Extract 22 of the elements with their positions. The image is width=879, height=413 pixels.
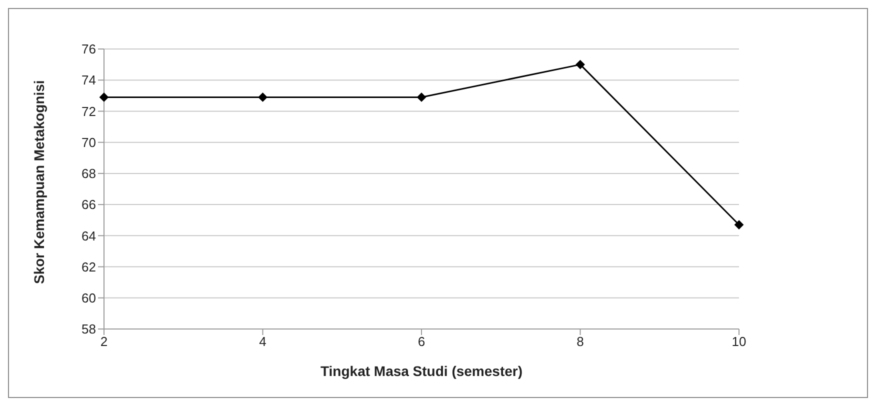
y-tick-label: 60 bbox=[82, 290, 96, 306]
point bbox=[100, 92, 108, 102]
y-tick-label: 72 bbox=[82, 104, 96, 119]
y-tick-label: 66 bbox=[82, 197, 96, 212]
y-tick-label: 76 bbox=[82, 42, 96, 57]
point bbox=[417, 92, 426, 102]
y-tick-label: 64 bbox=[82, 228, 96, 244]
y-tick-label: 70 bbox=[82, 134, 96, 150]
x-tick-label: 8 bbox=[576, 334, 584, 350]
x-tick-label: 2 bbox=[100, 334, 108, 350]
x-axis-title: Tingkat Masa Studi (semester) bbox=[320, 363, 523, 379]
y-tick-label: 68 bbox=[82, 166, 96, 182]
point bbox=[734, 220, 744, 230]
y-tick-label: 62 bbox=[82, 259, 96, 274]
x-tick-label: 4 bbox=[259, 334, 266, 350]
x-tick-label: 10 bbox=[732, 334, 746, 350]
x-tick-label: 6 bbox=[418, 334, 426, 350]
point bbox=[576, 60, 585, 70]
y-tick-label: 74 bbox=[82, 72, 96, 88]
y-tick-label: 58 bbox=[82, 322, 96, 337]
y-axis-title: Skor Kemampuan Metakognisi bbox=[30, 80, 47, 284]
point bbox=[258, 92, 268, 102]
